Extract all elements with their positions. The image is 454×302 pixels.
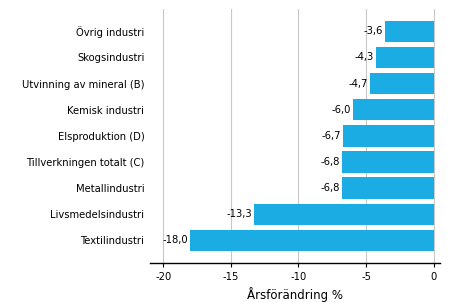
Text: -6,8: -6,8 — [321, 157, 340, 167]
X-axis label: Årsförändring %: Årsförändring % — [247, 287, 343, 302]
Text: -18,0: -18,0 — [163, 236, 188, 246]
Bar — [343, 125, 434, 146]
Bar — [375, 47, 434, 68]
Text: -13,3: -13,3 — [226, 209, 252, 219]
Text: -6,7: -6,7 — [321, 131, 341, 141]
Bar — [353, 99, 434, 120]
Text: -4,3: -4,3 — [354, 53, 374, 63]
Text: -3,6: -3,6 — [364, 26, 383, 36]
Bar — [342, 151, 434, 173]
Bar — [385, 21, 434, 42]
Bar — [342, 178, 434, 199]
Text: -6,8: -6,8 — [321, 183, 340, 193]
Text: -6,0: -6,0 — [331, 105, 350, 115]
Text: -4,7: -4,7 — [349, 79, 368, 88]
Bar — [370, 73, 434, 94]
Bar — [190, 230, 434, 251]
Bar — [254, 204, 434, 225]
